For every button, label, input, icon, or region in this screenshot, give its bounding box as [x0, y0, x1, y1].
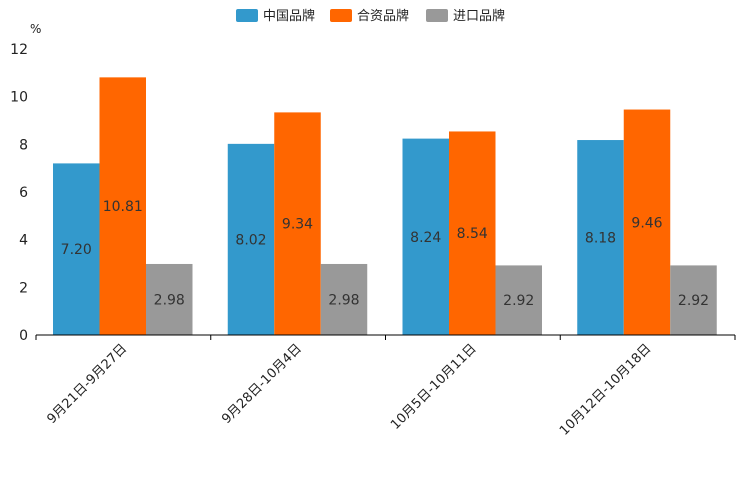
- data-label: 8.02: [235, 232, 266, 248]
- data-label: 9.46: [631, 215, 662, 231]
- y-tick-label: 6: [19, 185, 28, 201]
- bar: [623, 109, 671, 335]
- data-label: 9.34: [282, 217, 313, 233]
- data-label: 2.92: [678, 293, 709, 309]
- legend-label: 进口品牌: [453, 8, 505, 24]
- bar: [402, 138, 449, 335]
- y-tick-label: 12: [10, 42, 28, 58]
- bar: [495, 265, 542, 335]
- data-label: 2.98: [154, 292, 185, 308]
- bar: [670, 265, 717, 335]
- legend-swatch: [236, 9, 258, 22]
- bar: [274, 112, 321, 335]
- y-axis-unit: %: [30, 22, 41, 36]
- bar: [577, 140, 624, 335]
- category-label: 10月12日-10月18日: [557, 341, 654, 438]
- bar: [99, 77, 146, 335]
- chart-legend: 中国品牌 合资品牌 进口品牌: [236, 8, 505, 24]
- legend-swatch: [426, 9, 448, 22]
- category-label: 9月28日-10月4日: [219, 341, 305, 427]
- y-tick-label: 4: [19, 233, 28, 249]
- category-label: 10月5日-10月11日: [388, 341, 480, 433]
- data-label: 8.18: [585, 231, 616, 247]
- bar: [320, 263, 368, 335]
- legend-label: 中国品牌: [263, 8, 315, 24]
- bar: [449, 131, 496, 335]
- data-label: 7.20: [61, 242, 92, 258]
- category-label: 9月21日-9月27日: [44, 341, 130, 427]
- bar: [53, 163, 100, 335]
- data-label: 2.92: [503, 293, 534, 309]
- y-tick-label: 2: [19, 280, 28, 296]
- legend-swatch: [330, 9, 352, 22]
- bar-group: 7.20 8.02 8.24 8.18 10.81 9.34 8.54 9.46 2.98 2.9…: [53, 77, 717, 335]
- data-label: 8.54: [457, 226, 488, 242]
- bar: [146, 263, 193, 335]
- legend-label: 合资品牌: [357, 8, 409, 24]
- x-axis: 9月21日-9月27日 9月28日-10月4日 10月5日-10月11日 10月12日…: [35, 334, 736, 439]
- data-label: 10.81: [103, 199, 143, 215]
- y-axis: 0 2 4 6 8 10 12: [10, 42, 28, 344]
- y-tick-label: 0: [19, 328, 28, 344]
- bar: [227, 143, 275, 335]
- data-label: 2.98: [328, 292, 359, 308]
- data-label: 8.24: [410, 230, 441, 246]
- y-tick-label: 8: [19, 137, 28, 153]
- y-tick-label: 10: [10, 90, 28, 106]
